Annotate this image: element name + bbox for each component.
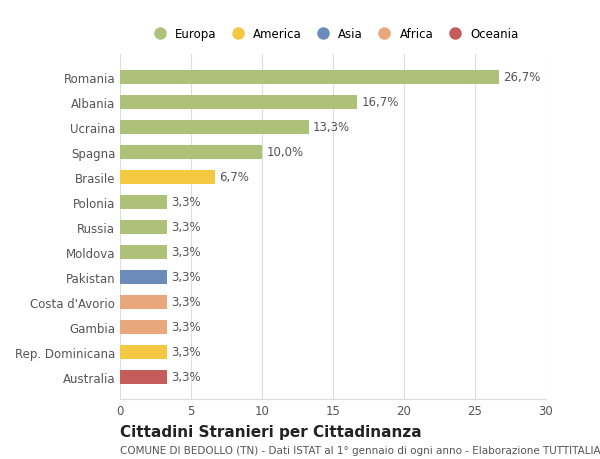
Text: 3,3%: 3,3% [171, 271, 201, 284]
Text: 10,0%: 10,0% [266, 146, 304, 159]
Text: 6,7%: 6,7% [220, 171, 249, 184]
Text: 13,3%: 13,3% [313, 121, 350, 134]
Text: 3,3%: 3,3% [171, 196, 201, 209]
Text: 3,3%: 3,3% [171, 296, 201, 308]
Bar [120, 370, 167, 384]
Bar [120, 95, 357, 109]
Text: 26,7%: 26,7% [503, 71, 541, 84]
Bar [120, 170, 215, 184]
Text: 3,3%: 3,3% [171, 320, 201, 333]
Bar [120, 146, 262, 159]
Bar [120, 71, 499, 84]
Bar [120, 345, 167, 359]
Bar [120, 270, 167, 284]
Bar [120, 220, 167, 234]
Legend: Europa, America, Asia, Africa, Oceania: Europa, America, Asia, Africa, Oceania [143, 23, 523, 45]
Text: 3,3%: 3,3% [171, 221, 201, 234]
Text: 3,3%: 3,3% [171, 246, 201, 258]
Bar [120, 121, 309, 134]
Bar [120, 295, 167, 309]
Text: 16,7%: 16,7% [361, 96, 399, 109]
Text: COMUNE DI BEDOLLO (TN) - Dati ISTAT al 1° gennaio di ogni anno - Elaborazione TU: COMUNE DI BEDOLLO (TN) - Dati ISTAT al 1… [120, 445, 600, 455]
Text: Cittadini Stranieri per Cittadinanza: Cittadini Stranieri per Cittadinanza [120, 425, 422, 440]
Text: 3,3%: 3,3% [171, 370, 201, 383]
Bar [120, 245, 167, 259]
Bar [120, 320, 167, 334]
Text: 3,3%: 3,3% [171, 346, 201, 358]
Bar [120, 196, 167, 209]
